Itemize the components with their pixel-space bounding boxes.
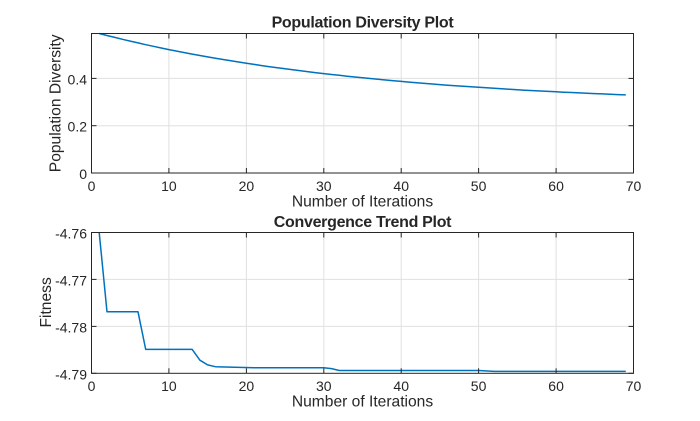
svg-text:30: 30 bbox=[316, 378, 332, 394]
svg-text:60: 60 bbox=[548, 178, 564, 194]
svg-text:20: 20 bbox=[239, 378, 255, 394]
svg-text:0.4: 0.4 bbox=[68, 71, 88, 87]
svg-text:Fitness: Fitness bbox=[38, 277, 55, 327]
svg-text:0: 0 bbox=[88, 178, 96, 194]
svg-text:50: 50 bbox=[471, 378, 487, 394]
svg-text:-4.77: -4.77 bbox=[55, 272, 87, 288]
svg-text:70: 70 bbox=[626, 178, 642, 194]
svg-text:70: 70 bbox=[626, 378, 642, 394]
svg-text:0.2: 0.2 bbox=[68, 119, 88, 135]
svg-text:40: 40 bbox=[393, 178, 409, 194]
svg-text:10: 10 bbox=[161, 378, 177, 394]
svg-text:Number of Iterations: Number of Iterations bbox=[292, 394, 433, 411]
svg-text:20: 20 bbox=[239, 178, 255, 194]
svg-text:0: 0 bbox=[88, 378, 96, 394]
svg-text:10: 10 bbox=[161, 178, 177, 194]
svg-text:-4.76: -4.76 bbox=[55, 226, 87, 242]
svg-text:-4.79: -4.79 bbox=[55, 366, 87, 382]
svg-text:Population Diversity: Population Diversity bbox=[47, 34, 64, 172]
svg-text:50: 50 bbox=[471, 178, 487, 194]
svg-text:40: 40 bbox=[393, 378, 409, 394]
svg-text:-4.78: -4.78 bbox=[55, 319, 87, 335]
svg-text:0: 0 bbox=[79, 166, 87, 182]
svg-text:Population Diversity Plot: Population Diversity Plot bbox=[272, 15, 455, 32]
svg-text:60: 60 bbox=[548, 378, 564, 394]
svg-text:Number of Iterations: Number of Iterations bbox=[292, 194, 433, 211]
svg-text:30: 30 bbox=[316, 178, 332, 194]
svg-text:Convergence Trend Plot: Convergence Trend Plot bbox=[274, 214, 452, 231]
